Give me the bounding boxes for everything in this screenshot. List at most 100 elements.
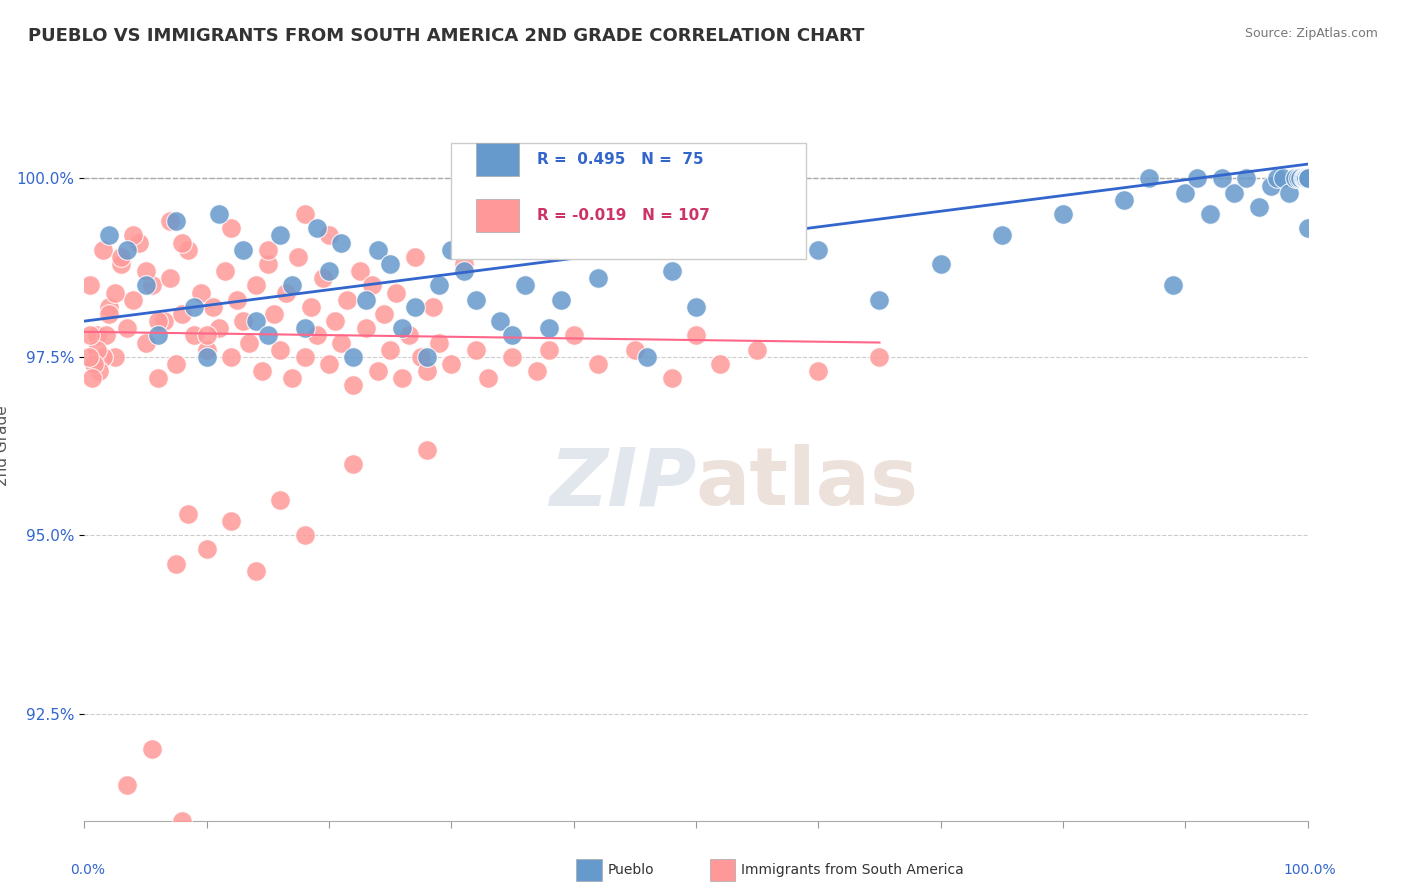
- Point: [159, 271, 181, 285]
- Point: [991, 228, 1014, 243]
- Point: [172, 235, 194, 250]
- Point: [219, 514, 242, 528]
- Point: [342, 378, 364, 392]
- Point: [685, 300, 707, 314]
- Point: [177, 243, 200, 257]
- Point: [86, 328, 108, 343]
- Point: [294, 207, 316, 221]
- Point: [97, 300, 120, 314]
- Point: [165, 357, 187, 371]
- Point: [373, 307, 395, 321]
- Point: [165, 214, 187, 228]
- Point: [538, 321, 561, 335]
- Point: [104, 350, 127, 364]
- Bar: [475, 143, 519, 177]
- Point: [195, 343, 218, 357]
- Point: [367, 364, 389, 378]
- Point: [110, 250, 132, 264]
- Y-axis label: 2nd Grade: 2nd Grade: [0, 406, 10, 486]
- Point: [1161, 278, 1184, 293]
- Point: [238, 335, 260, 350]
- Point: [526, 243, 548, 257]
- Point: [464, 343, 486, 357]
- Point: [1137, 171, 1160, 186]
- Point: [391, 321, 413, 335]
- Point: [269, 343, 291, 357]
- Point: [404, 300, 426, 314]
- Point: [115, 321, 138, 335]
- Point: [104, 285, 127, 300]
- Point: [219, 350, 242, 364]
- Point: [79, 328, 101, 343]
- Point: [146, 371, 169, 385]
- Text: R =  0.495   N =  75: R = 0.495 N = 75: [537, 153, 703, 168]
- Text: R = -0.019   N = 107: R = -0.019 N = 107: [537, 209, 710, 224]
- Point: [165, 557, 187, 571]
- Point: [661, 264, 683, 278]
- Point: [747, 207, 769, 221]
- Point: [276, 285, 298, 300]
- Point: [128, 235, 150, 250]
- Point: [404, 250, 426, 264]
- Point: [195, 328, 218, 343]
- Point: [294, 350, 316, 364]
- Point: [586, 357, 609, 371]
- Point: [1295, 171, 1317, 186]
- Point: [318, 357, 340, 371]
- Point: [135, 278, 157, 293]
- Text: atlas: atlas: [696, 444, 920, 523]
- Point: [1278, 186, 1301, 200]
- Point: [1294, 171, 1316, 186]
- Point: [269, 492, 291, 507]
- Point: [1174, 186, 1197, 200]
- Point: [416, 350, 439, 364]
- Point: [526, 364, 548, 378]
- Point: [195, 350, 218, 364]
- Point: [83, 357, 105, 371]
- Point: [427, 335, 450, 350]
- Point: [281, 278, 304, 293]
- Point: [77, 350, 100, 364]
- Point: [79, 278, 101, 293]
- Point: [453, 257, 475, 271]
- Text: ZIP: ZIP: [548, 444, 696, 523]
- Point: [1296, 171, 1319, 186]
- Point: [195, 542, 218, 557]
- Point: [502, 350, 524, 364]
- Point: [226, 293, 249, 307]
- Point: [91, 350, 114, 364]
- Point: [269, 228, 291, 243]
- Point: [159, 214, 181, 228]
- Point: [1272, 171, 1295, 186]
- Point: [1284, 171, 1306, 186]
- Point: [305, 328, 328, 343]
- Point: [380, 257, 402, 271]
- Point: [294, 528, 316, 542]
- Point: [96, 328, 118, 343]
- Point: [263, 307, 285, 321]
- Text: PUEBLO VS IMMIGRANTS FROM SOUTH AMERICA 2ND GRADE CORRELATION CHART: PUEBLO VS IMMIGRANTS FROM SOUTH AMERICA …: [28, 27, 865, 45]
- Point: [201, 300, 224, 314]
- Text: Pueblo: Pueblo: [607, 863, 654, 877]
- Point: [141, 278, 163, 293]
- Point: [1187, 171, 1209, 186]
- Point: [1292, 171, 1315, 186]
- Point: [385, 285, 408, 300]
- Point: [330, 335, 353, 350]
- Point: [477, 228, 499, 243]
- Point: [1296, 171, 1319, 186]
- Point: [869, 350, 891, 364]
- Point: [550, 293, 572, 307]
- Point: [1223, 186, 1246, 200]
- Point: [1296, 171, 1319, 186]
- Point: [477, 371, 499, 385]
- Point: [245, 564, 267, 578]
- Point: [245, 278, 267, 293]
- Point: [367, 243, 389, 257]
- Point: [342, 457, 364, 471]
- Point: [1296, 171, 1319, 186]
- Point: [97, 228, 120, 243]
- Point: [1296, 171, 1319, 186]
- Point: [232, 243, 254, 257]
- Point: [624, 343, 647, 357]
